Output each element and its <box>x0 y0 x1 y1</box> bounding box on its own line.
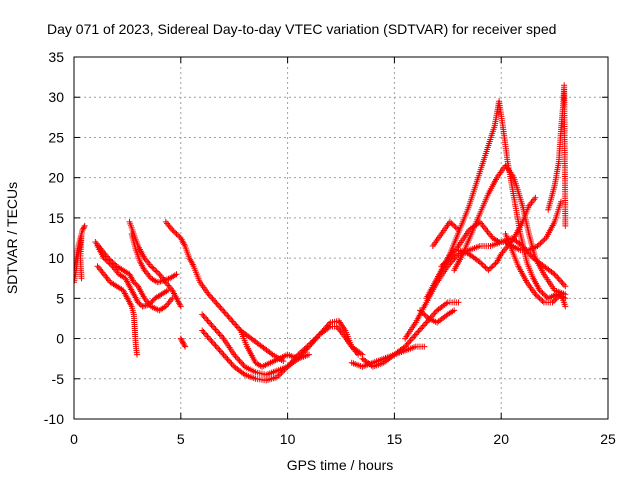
data-point-markers <box>94 243 171 310</box>
data-series-2 <box>74 231 85 286</box>
y-tick-label: 10 <box>48 250 64 266</box>
data-point-markers <box>74 231 85 286</box>
data-point-markers <box>237 327 312 370</box>
y-tick-label: 15 <box>48 210 64 226</box>
chart-title: Day 071 of 2023, Sidereal Day-to-day VTE… <box>47 21 556 37</box>
data-point-markers <box>417 307 458 326</box>
y-tick-label: 0 <box>56 331 64 347</box>
data-point-markers <box>451 162 569 298</box>
data-series-23 <box>417 307 458 326</box>
tick-labels: 0 5 10 15 20 25 -10 -5 0 5 10 15 20 25 30 35 <box>44 49 616 447</box>
data-point-markers <box>545 82 569 229</box>
y-tick-label: 20 <box>48 170 64 186</box>
y-tick-label: 5 <box>56 290 64 306</box>
plot-frame <box>73 56 609 420</box>
data-series-21 <box>545 82 569 229</box>
data-marks <box>74 82 569 384</box>
data-series-22 <box>429 218 462 249</box>
data-series-12 <box>237 327 312 370</box>
data-point-markers <box>177 335 189 350</box>
y-tick-label: 25 <box>48 129 64 145</box>
data-point-markers <box>94 263 140 358</box>
grid-lines <box>74 57 608 419</box>
data-series-14 <box>348 343 428 370</box>
data-series-17 <box>451 162 569 298</box>
data-point-markers <box>128 231 180 286</box>
x-tick-label: 25 <box>600 431 616 447</box>
data-point-markers <box>162 218 287 365</box>
data-series-7 <box>128 231 180 286</box>
y-tick-label: -5 <box>52 371 65 387</box>
data-series-8 <box>162 218 287 365</box>
data-point-markers <box>429 218 462 249</box>
x-tick-label: 0 <box>70 431 78 447</box>
y-axis-label: SDTVAR / TECUs <box>4 182 20 294</box>
y-tick-label: -10 <box>44 411 64 427</box>
x-tick-label: 5 <box>177 431 185 447</box>
y-tick-label: 30 <box>48 89 64 105</box>
x-tick-label: 20 <box>493 431 509 447</box>
y-tick-label: 35 <box>48 49 64 65</box>
x-tick-label: 15 <box>387 431 403 447</box>
x-axis-label: GPS time / hours <box>287 457 394 473</box>
data-series-20 <box>502 231 569 310</box>
data-series-9 <box>177 335 189 350</box>
plot-area <box>74 82 569 384</box>
x-tick-label: 10 <box>280 431 296 447</box>
data-point-markers <box>502 231 569 310</box>
data-series-4 <box>94 243 171 310</box>
data-series-5 <box>94 263 140 358</box>
data-point-markers <box>348 343 428 370</box>
